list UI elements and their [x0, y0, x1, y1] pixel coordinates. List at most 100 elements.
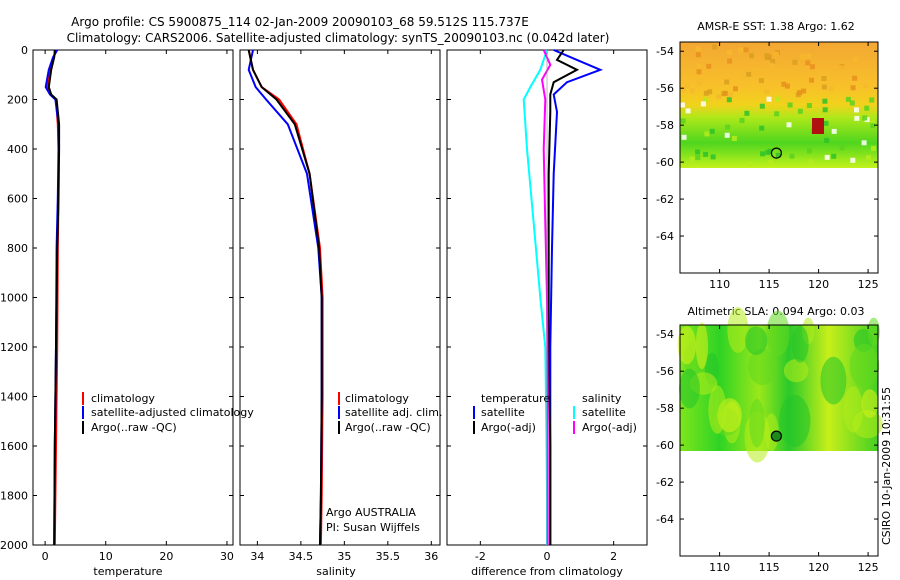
y-tick-label: -54 [656, 45, 674, 58]
sst-pixel [871, 145, 876, 151]
legend-label-satellite: satellite-adjusted climatology [91, 406, 254, 419]
sst-pixel [681, 87, 687, 93]
y-tick-label: -58 [656, 119, 674, 132]
sst-pixel [861, 140, 867, 146]
sla-anomaly-blob [749, 399, 765, 448]
sst-pixel [849, 100, 855, 106]
sst-pixel [689, 156, 695, 162]
sst-pixel [696, 69, 702, 75]
sst-pixel [775, 152, 781, 158]
salinity-xlabel: salinity [316, 565, 356, 578]
sst-pixel [703, 90, 709, 96]
sla-blobs [677, 307, 883, 463]
y-tick-label: 2000 [0, 539, 28, 552]
difference-legend: temperature satellite Argo(-adj) salinit… [473, 392, 637, 434]
temperature-axes-box [32, 49, 234, 546]
y-tick-label: -62 [656, 476, 674, 489]
sst-pixel [806, 53, 812, 59]
sst-pixel [703, 97, 709, 103]
sst-pixel [739, 73, 745, 79]
x-tick-label: 110 [709, 278, 730, 291]
legend-label-argo: Argo(..raw -QC) [91, 421, 177, 434]
sst-pixel [831, 128, 837, 134]
sst-yticks: -54 -56 -58 -60 -62 -64 [656, 45, 878, 243]
sst-pixel [785, 83, 790, 89]
sla-anomaly-blob [677, 326, 697, 365]
sla-anomaly-blob [791, 325, 809, 363]
sla-anomaly-blob [766, 310, 790, 357]
sst-pixel [744, 110, 750, 116]
sst-pixel [845, 96, 851, 102]
salinity-axes-box [239, 49, 441, 546]
profile-line-1 [247, 49, 323, 546]
difference-xticks: -2 0 2 [475, 50, 617, 563]
sst-pixel [789, 69, 795, 75]
temperature-yticks: 0 200 400 600 800 1000 1200 1400 1600 1800 2000 [0, 44, 233, 552]
sst-pixel [854, 107, 859, 113]
sst-pixel [824, 137, 830, 143]
sst-pixel [828, 86, 834, 92]
x-tick-label: 34.5 [289, 550, 314, 563]
y-tick-label: 200 [7, 94, 28, 107]
sst-pixel [852, 75, 858, 81]
sst-pixel [786, 122, 792, 128]
sla-anomaly-blob [695, 322, 709, 370]
x-tick-label: 125 [858, 561, 879, 574]
y-tick-label: -60 [656, 439, 674, 452]
temperature-legend: climatology satellite-adjusted climatolo… [82, 392, 254, 434]
x-tick-label: 2 [610, 550, 617, 563]
argo-program-label: Argo AUSTRALIA [326, 506, 416, 519]
profile-line-0 [549, 49, 604, 545]
sst-pixel [727, 58, 733, 64]
legend-label-climatology: climatology [91, 392, 155, 405]
figure-title-line2: Climatology: CARS2006. Satellite-adjuste… [67, 31, 610, 45]
sst-pixel [731, 136, 737, 141]
sla-anomaly-blob [745, 326, 768, 356]
y-tick-label: 1400 [0, 391, 28, 404]
x-tick-label: 0 [544, 550, 551, 563]
x-tick-label: 35.5 [376, 550, 401, 563]
sst-pixel [839, 65, 845, 71]
sst-pixel [870, 123, 876, 129]
difference-yticks [447, 49, 647, 546]
sst-pixel [712, 44, 718, 50]
sst-pixel [733, 86, 738, 92]
sst-pixel [743, 47, 749, 53]
sst-pixel [759, 103, 765, 109]
principal-investigator-label: PI: Susan Wijffels [326, 521, 420, 534]
sst-pixel [703, 151, 709, 157]
sst-pixel [728, 92, 734, 98]
sst-pixel [726, 97, 732, 103]
y-tick-label: 800 [7, 242, 28, 255]
profile-line-2 [247, 49, 323, 546]
sst-pixel [754, 66, 760, 72]
legend-label-climatology: climatology [345, 392, 409, 405]
salinity-yticks [240, 49, 440, 546]
y-tick-label: -64 [656, 230, 674, 243]
sla-axes-box [679, 324, 879, 557]
argo-float-marker [770, 430, 782, 442]
sla-xticks: 110 115 120 125 [709, 325, 879, 574]
sst-pixel [724, 132, 730, 138]
sst-pixel [716, 94, 722, 100]
x-tick-label: 20 [159, 550, 173, 563]
y-tick-label: -58 [656, 402, 674, 415]
sst-pixel [821, 84, 827, 90]
sst-pixel [819, 114, 824, 120]
argo-float-marker [770, 147, 782, 159]
sst-pixel [722, 90, 728, 96]
sst-pixel [681, 134, 687, 140]
sst-pixel [739, 117, 745, 123]
timestamp-stamp: CSIRO 10-Jan-2009 10:31:55 [880, 387, 893, 545]
sst-pixel [766, 96, 772, 102]
sla-anomaly-blob [783, 359, 809, 383]
sst-pixel [704, 131, 710, 137]
sst-pixel [781, 81, 787, 87]
sst-pixel [709, 128, 715, 134]
sla-anomaly-blob [708, 385, 727, 434]
sst-pixel [773, 51, 779, 57]
y-tick-label: 1600 [0, 440, 28, 453]
x-tick-label: 115 [759, 561, 780, 574]
sst-pixel [726, 50, 732, 56]
sst-pixel [787, 102, 793, 108]
